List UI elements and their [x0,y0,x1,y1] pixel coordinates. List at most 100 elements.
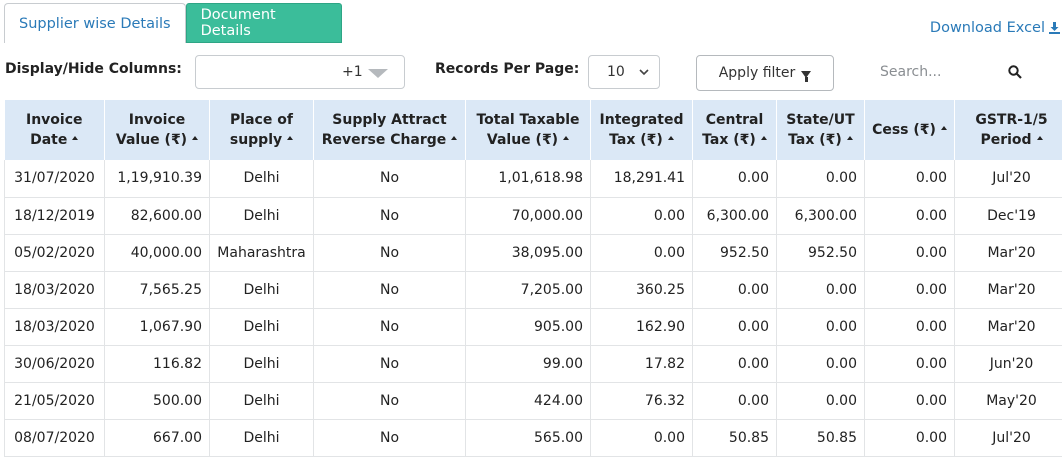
cell-cess: 0.00 [864,419,955,457]
cell-state-ut-tax: 0.00 [776,308,865,346]
cell-reverse-charge: No [313,271,466,309]
column-header-reverse-charge[interactable]: Supply Attract Reverse Charge [313,100,466,160]
column-header-text: Total Taxable [476,112,580,128]
download-excel-link[interactable]: Download Excel [930,20,1060,36]
cell-total-taxable-value: 565.00 [465,419,591,457]
sort-ascending-icon[interactable] [846,136,853,140]
search-input[interactable] [868,55,998,89]
cell-cess: 0.00 [864,308,955,346]
cell-integrated-tax: 76.32 [590,382,693,420]
sort-ascending-icon[interactable] [667,136,674,140]
cell-cess: 0.00 [864,234,955,272]
tab-document-details[interactable]: Document Details [185,3,342,43]
column-header-place-of-supply[interactable]: Place of supply [209,100,314,160]
cell-central-tax: 952.50 [692,234,777,272]
cell-reverse-charge: No [313,234,466,272]
cell-cess: 0.00 [864,271,955,309]
cell-total-taxable-value: 7,205.00 [465,271,591,309]
cell-place-of-supply: Delhi [209,382,314,420]
cell-reverse-charge: No [313,345,466,383]
column-header-text: Integrated [599,112,684,128]
column-header-invoice-date[interactable]: Invoice Date [4,100,105,160]
sort-ascending-icon[interactable] [563,136,570,140]
cell-integrated-tax: 0.00 [590,197,693,235]
column-header-total-taxable-value[interactable]: Total Taxable Value (₹) [465,100,591,160]
column-header-state-ut-tax[interactable]: State/UT Tax (₹) [776,100,865,160]
cell-central-tax: 0.00 [692,345,777,383]
table-row: 18/03/2020 7,565.25 Delhi No 7,205.00 360.25 0… [4,271,1062,309]
table-row: 18/12/2019 82,600.00 Delhi No 70,000.00 0.00 6… [4,197,1062,235]
cell-place-of-supply: Delhi [209,345,314,383]
cell-central-tax: 6,300.00 [692,197,777,235]
search-box [868,55,1036,89]
cell-gstr-period: Mar'20 [954,234,1062,272]
sort-ascending-icon[interactable] [760,136,767,140]
cell-place-of-supply: Delhi [209,197,314,235]
column-header-integrated-tax[interactable]: Integrated Tax (₹) [590,100,693,160]
cell-invoice-value: 116.82 [104,345,210,383]
cell-invoice-value: 7,565.25 [104,271,210,309]
column-header-text: Place of [230,112,293,128]
sort-ascending-icon[interactable] [192,136,199,140]
cell-reverse-charge: No [313,419,466,457]
sort-ascending-icon[interactable] [1036,136,1043,140]
cell-cess: 0.00 [864,382,955,420]
cell-place-of-supply: Delhi [209,308,314,346]
download-icon [1049,22,1060,34]
table-row: 21/05/2020 500.00 Delhi No 424.00 76.32 0.00 0.… [4,382,1062,420]
cell-state-ut-tax: 6,300.00 [776,197,865,235]
cell-invoice-date: 21/05/2020 [4,382,105,420]
cell-central-tax: 0.00 [692,271,777,309]
cell-reverse-charge: No [313,382,466,420]
records-per-page-select[interactable]: 10 [588,55,660,89]
records-per-page-label: Records Per Page: [435,61,580,77]
display-hide-columns-label: Display/Hide Columns: [5,61,182,77]
cell-gstr-period: Mar'20 [954,271,1062,309]
cell-invoice-value: 1,19,910.39 [104,160,210,198]
cell-gstr-period: Mar'20 [954,308,1062,346]
cell-state-ut-tax: 50.85 [776,419,865,457]
cell-state-ut-tax: 0.00 [776,345,865,383]
cell-state-ut-tax: 0.00 [776,382,865,420]
cell-invoice-date: 18/12/2019 [4,197,105,235]
column-header-text: Reverse Charge [321,132,447,148]
cell-integrated-tax: 0.00 [590,234,693,272]
table-row: 30/06/2020 116.82 Delhi No 99.00 17.82 0.00 0.0… [4,345,1062,383]
cell-invoice-date: 08/07/2020 [4,419,105,457]
cell-gstr-period: Dec'19 [954,197,1062,235]
sort-ascending-icon[interactable] [287,136,294,140]
cell-reverse-charge: No [313,197,466,235]
apply-filter-button[interactable]: Apply filter [696,55,834,91]
cell-state-ut-tax: 0.00 [776,160,865,198]
cell-total-taxable-value: 70,000.00 [465,197,591,235]
columns-selected-count: +1 [342,64,363,80]
search-icon[interactable] [1008,65,1022,79]
sort-ascending-icon[interactable] [940,126,947,130]
cell-integrated-tax: 162.90 [590,308,693,346]
cell-invoice-value: 82,600.00 [104,197,210,235]
cell-invoice-date: 05/02/2020 [4,234,105,272]
document-details-table: Invoice Date Invoice Value (₹) Place of suppl… [4,100,1062,457]
sort-ascending-icon[interactable] [451,136,458,140]
download-excel-label: Download Excel [929,20,1045,36]
sort-ascending-icon[interactable] [72,136,79,140]
cell-gstr-period: May'20 [954,382,1062,420]
column-header-cess[interactable]: Cess (₹) [864,100,955,160]
cell-place-of-supply: Delhi [209,419,314,457]
column-header-gstr-period[interactable]: GSTR-1/5 Period [954,100,1062,160]
cell-invoice-date: 18/03/2020 [4,271,105,309]
column-header-text: Invoice [25,112,83,128]
cell-reverse-charge: No [313,160,466,198]
cell-total-taxable-value: 38,095.00 [465,234,591,272]
column-header-text: Central [705,112,764,128]
column-header-invoice-value[interactable]: Invoice Value (₹) [104,100,210,160]
tab-supplier-wise-details[interactable]: Supplier wise Details [4,3,186,43]
column-header-central-tax[interactable]: Central Tax (₹) [692,100,777,160]
filter-icon [801,70,812,82]
cell-central-tax: 0.00 [692,382,777,420]
table-row: 31/07/2020 1,19,910.39 Delhi No 1,01,618.98 1… [4,160,1062,198]
cell-state-ut-tax: 0.00 [776,271,865,309]
columns-multiselect[interactable]: +1 [195,55,405,89]
cell-total-taxable-value: 905.00 [465,308,591,346]
cell-place-of-supply: Delhi [209,271,314,309]
